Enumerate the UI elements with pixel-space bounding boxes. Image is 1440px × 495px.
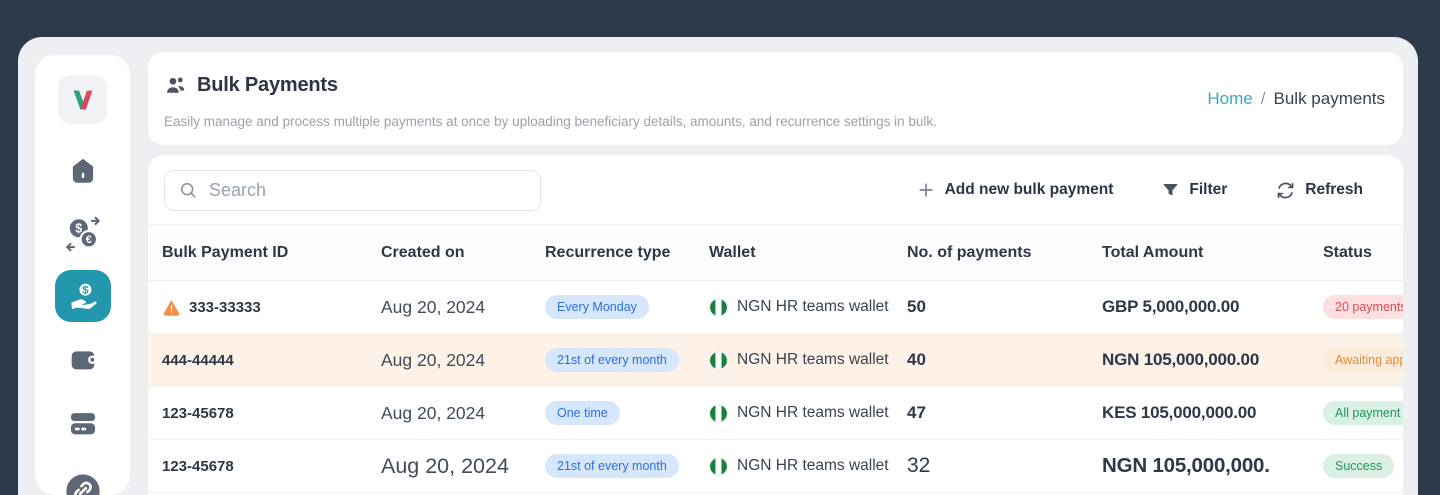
recurrence-badge: One time [545,401,620,425]
sidebar-item-home[interactable] [35,156,130,186]
search-input[interactable] [209,180,509,201]
app-content-frame: $ € $ [18,37,1418,495]
nigeria-flag-icon [709,297,728,317]
table-header-row: Bulk Payment ID Created on Recurrence ty… [148,225,1403,281]
refresh-label: Refresh [1305,181,1363,198]
status-badge: All payment p [1323,401,1403,425]
filter-label: Filter [1189,181,1228,198]
page-header-card: Bulk Payments Easily manage and process … [148,52,1403,145]
created-on: Aug 20, 2024 [381,296,486,317]
breadcrumb: Home / Bulk payments [1207,52,1385,145]
nigeria-flag-icon [709,350,728,370]
payments-count: 32 [907,454,931,477]
status-badge: Awaiting appr [1323,348,1403,372]
breadcrumb-separator: / [1260,88,1266,108]
warning-icon [163,299,180,316]
col-recurrence-type: Recurrence type [545,243,671,261]
breadcrumb-current: Bulk payments [1273,88,1386,108]
plus-icon [918,183,933,197]
wallet-name: NGN HR teams wallet [737,298,889,315]
recurrence-badge: 21st of every month [545,348,679,372]
col-wallet: Wallet [709,243,756,261]
recurrence-badge: Every Monday [545,295,649,319]
total-amount: NGN 105,000,000. [1102,454,1270,477]
currency-exchange-icon: $ € [65,216,100,252]
add-bulk-payment-button[interactable]: Add new bulk payment [916,180,1114,200]
table-row[interactable]: 123-45678 Aug 20, 2024 21st of every mon… [148,440,1403,493]
sidebar-item-cards[interactable] [35,406,130,440]
search-box[interactable] [164,170,541,211]
table-row[interactable]: 123-45678 Aug 20, 2024 One time NGN HR t… [148,387,1403,440]
recurrence-badge: 21st of every month [545,454,679,478]
wallet-name: NGN HR teams wallet [737,404,889,421]
payments-count: 40 [907,350,926,369]
created-on: Aug 20, 2024 [381,453,509,478]
sidebar-item-wallets[interactable] [35,344,130,376]
bulk-payments-table-card: Add new bulk payment Filter Refresh [148,155,1403,495]
link-icon [65,474,100,495]
created-on: Aug 20, 2024 [381,402,486,423]
svg-text:$: $ [75,222,82,236]
nigeria-flag-icon [709,456,728,476]
refresh-button[interactable]: Refresh [1275,180,1363,201]
status-badge: 20 payments [1323,295,1403,319]
users-icon [167,77,185,93]
page-title: Bulk Payments [197,74,338,96]
col-created-on: Created on [381,243,465,261]
total-amount: KES 105,000,000.00 [1102,403,1257,422]
col-total-amount: Total Amount [1102,243,1204,261]
table-row[interactable]: 333-33333 Aug 20, 2024 Every Monday NGN … [148,281,1403,334]
home-icon [72,159,93,183]
hand-coin-icon: $ [70,283,97,310]
bulk-payment-id: 123-45678 [162,404,234,422]
status-badge: Success [1323,454,1395,478]
search-icon [180,182,196,198]
breadcrumb-home-link[interactable]: Home [1207,88,1253,108]
col-no-of-payments: No. of payments [907,243,1032,261]
sidebar-item-links[interactable] [35,472,130,495]
page-subtitle: Easily manage and process multiple payme… [164,114,937,129]
brand-logo[interactable] [58,75,107,124]
bulk-payment-id: 444-44444 [162,351,234,369]
card-icon [70,413,95,435]
nigeria-flag-icon [709,403,728,423]
col-status: Status [1323,243,1372,261]
active-nav-pill: $ [54,270,111,322]
payments-count: 47 [907,403,926,422]
sidebar-item-exchange[interactable]: $ € [35,213,130,255]
table-row[interactable]: 444-44444 Aug 20, 2024 21st of every mon… [148,334,1403,387]
wallet-name: NGN HR teams wallet [737,351,889,368]
bulk-payment-id: 333-33333 [189,298,261,316]
bulk-payment-id: 123-45678 [162,457,234,475]
filter-icon [1163,183,1178,195]
payments-count: 50 [907,297,926,316]
created-on: Aug 20, 2024 [381,349,486,370]
v-logo-icon [73,90,92,109]
sidebar: $ € $ [35,55,130,495]
refresh-icon [1277,182,1294,198]
total-amount: GBP 5,000,000.00 [1102,297,1240,316]
filter-button[interactable]: Filter [1161,181,1227,200]
wallet-icon [71,351,97,370]
wallet-name: NGN HR teams wallet [737,457,889,474]
col-bulk-payment-id: Bulk Payment ID [162,243,289,261]
add-bulk-payment-label: Add new bulk payment [944,181,1114,198]
svg-text:$: $ [82,285,89,297]
sidebar-item-bulk-payments[interactable]: $ [35,270,130,322]
total-amount: NGN 105,000,000.00 [1102,350,1260,369]
table-toolbar: Add new bulk payment Filter Refresh [148,155,1403,225]
svg-text:€: € [85,234,91,246]
